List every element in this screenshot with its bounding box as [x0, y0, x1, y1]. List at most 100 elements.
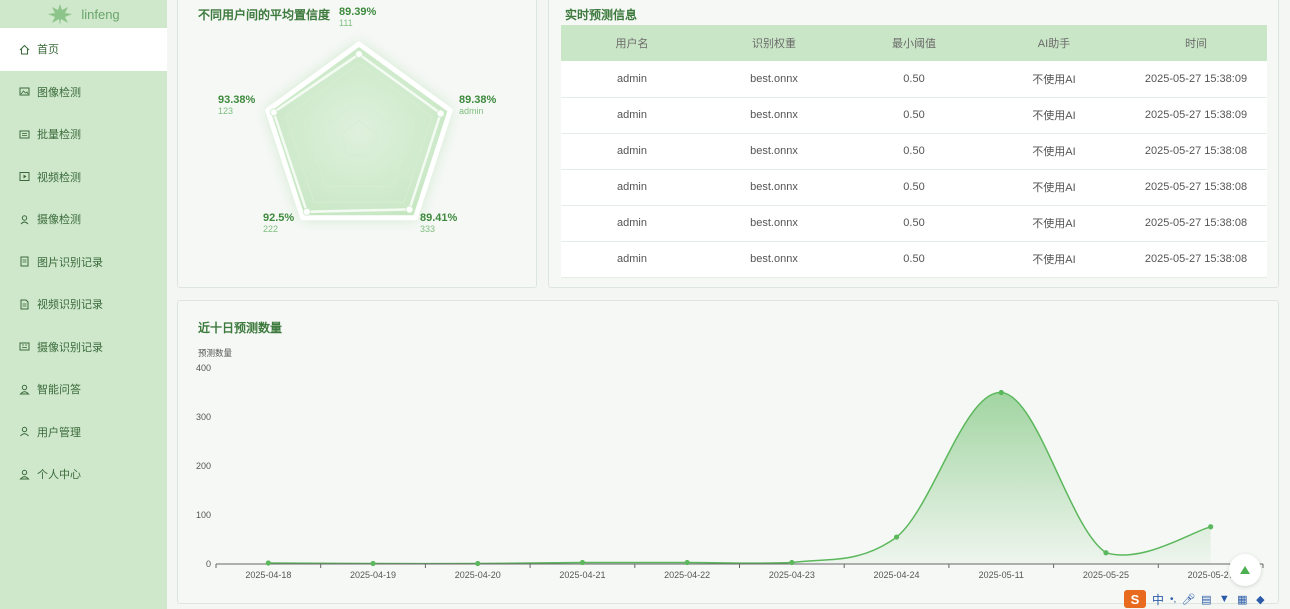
table-cell: best.onnx: [703, 241, 845, 278]
sidebar-item-label: 用户管理: [37, 426, 81, 439]
realtime-prediction-panel: 实时预测信息 用户名 识别权重 最小阈值 AI助手 时间 admin best.onnx 0…: [548, 0, 1279, 288]
x-tick-label: 2025-04-18: [245, 570, 291, 580]
table-cell: 不使用AI: [983, 61, 1125, 98]
column-header: 最小阈值: [845, 25, 983, 61]
x-tick-label: 2025-04-24: [874, 570, 920, 580]
radar-user: 123: [218, 105, 234, 116]
skin-icon[interactable]: ▼: [1218, 593, 1230, 605]
radar-label: 89.38% admin: [459, 94, 497, 116]
table-row: admin best.onnx 0.50 不使用AI 2025-05-27 15:38:…: [561, 133, 1267, 170]
logo: linfeng: [0, 0, 167, 28]
data-point[interactable]: [684, 559, 690, 566]
radar-user: admin: [459, 105, 484, 116]
data-point[interactable]: [893, 534, 900, 540]
sogou-ime-icon[interactable]: S: [1124, 590, 1146, 608]
ime-language-toggle[interactable]: 中: [1152, 592, 1165, 607]
y-tick-label: 200: [196, 461, 211, 471]
radar-grid-ring: [340, 120, 378, 156]
table-cell: 0.50: [845, 61, 983, 98]
table-cell: best.onnx: [703, 61, 845, 98]
settings-icon[interactable]: ◆: [1256, 593, 1265, 606]
data-point[interactable]: [1208, 524, 1214, 530]
radar-chart: [265, 41, 453, 221]
radar-label: 92.5% 222: [263, 212, 294, 234]
profile-icon: [19, 469, 30, 480]
table-cell: 2025-05-27 15:38:08: [1125, 133, 1267, 170]
sidebar-item-label: 批量检测: [37, 129, 81, 142]
data-point[interactable]: [1103, 550, 1109, 556]
column-header: 用户名: [561, 25, 703, 61]
table-cell: admin: [561, 133, 703, 170]
table-header-row: 用户名 识别权重 最小阈值 AI助手 时间: [561, 25, 1267, 61]
radar-point[interactable]: [302, 207, 311, 216]
sidebar-item-batch[interactable]: 批量检测: [0, 113, 167, 156]
data-point[interactable]: [998, 389, 1004, 396]
x-tick-label: 2025-04-21: [559, 570, 605, 580]
sidebar-item-chat[interactable]: 智能问答: [0, 368, 167, 411]
table-row: admin best.onnx 0.50 不使用AI 2025-05-27 15:38:…: [561, 241, 1267, 278]
table-cell: 2025-05-27 15:38:08: [1125, 241, 1267, 278]
radar-point[interactable]: [405, 205, 414, 214]
table-cell: admin: [561, 97, 703, 134]
microphone-icon[interactable]: 🎤︎: [1181, 593, 1196, 606]
radar-percent: 89.38%: [459, 94, 497, 106]
sidebar-item-camera-record[interactable]: 摄像识别记录: [0, 326, 167, 369]
data-point[interactable]: [789, 559, 795, 566]
data-point[interactable]: [370, 560, 376, 567]
radar-point[interactable]: [269, 108, 278, 117]
column-header: AI助手: [983, 25, 1125, 61]
table-cell: 2025-05-27 15:38:08: [1125, 169, 1267, 206]
keyboard-icon[interactable]: ▤: [1201, 593, 1212, 606]
sidebar-item-image-record[interactable]: 图片识别记录: [0, 241, 167, 284]
radar-label: 89.39% 111: [339, 6, 376, 28]
radar-point[interactable]: [355, 50, 363, 59]
table-cell: 0.50: [845, 241, 983, 278]
leaf-logo-icon: [48, 4, 73, 25]
data-point[interactable]: [265, 560, 271, 566]
sidebar-item-camera[interactable]: 摄像检测: [0, 198, 167, 241]
arrow-up-icon: [1240, 566, 1250, 574]
y-tick-label: 300: [196, 412, 211, 422]
radar-point[interactable]: [436, 109, 445, 118]
sidebar-item-profile[interactable]: 个人中心: [0, 453, 167, 496]
prediction-count-chart: 预测数量 0 100 200 300 400 2025-04-18 2025-04-19 202…: [196, 348, 1264, 580]
x-tick-label: 2025-04-22: [664, 570, 710, 580]
sidebar-item-label: 视频检测: [37, 171, 81, 184]
sidebar-item-video[interactable]: 视频检测: [0, 156, 167, 199]
sidebar-item-label: 视频识别记录: [37, 299, 103, 312]
image-record-icon: [19, 256, 30, 267]
confidence-radar-panel: 不同用户间的平均置信度 89.39% 111 89.38% admin 89.41% 33…: [177, 0, 537, 288]
brand-name: linfeng: [81, 6, 120, 22]
table-cell: best.onnx: [703, 205, 845, 242]
camera-icon: [19, 214, 30, 225]
table-cell: 不使用AI: [983, 241, 1125, 278]
table-cell: 不使用AI: [983, 169, 1125, 206]
sidebar-item-image[interactable]: 图像检测: [0, 71, 167, 114]
prediction-table: 用户名 识别权重 最小阈值 AI助手 时间 admin best.onnx 0.50 不使用A…: [561, 25, 1267, 278]
radar-grid-ring: [285, 62, 433, 203]
sidebar: linfeng 首页 图像检测批量检测视频检测摄像检测 图片识别记录视频识别记录摄像…: [0, 0, 167, 609]
toolbox-icon[interactable]: ▦: [1237, 593, 1248, 606]
table-cell: admin: [561, 61, 703, 98]
column-header: 时间: [1125, 25, 1267, 61]
table-cell: 2025-05-27 15:38:08: [1125, 205, 1267, 242]
table-row: admin best.onnx 0.50 不使用AI 2025-05-27 15:38:…: [561, 205, 1267, 242]
scroll-to-top-button[interactable]: [1229, 554, 1261, 586]
y-tick-label: 400: [196, 363, 211, 373]
table-cell: admin: [561, 169, 703, 206]
radar-grid-ring: [303, 81, 415, 188]
table-cell: 0.50: [845, 205, 983, 242]
sidebar-item-user-manage[interactable]: 用户管理: [0, 411, 167, 454]
sidebar-item-video-record[interactable]: 视频识别记录: [0, 283, 167, 326]
data-point[interactable]: [475, 560, 481, 567]
column-header: 识别权重: [703, 25, 845, 61]
radar-grid-ring: [321, 100, 397, 172]
table-cell: 不使用AI: [983, 205, 1125, 242]
radar-data-area: [272, 52, 443, 214]
data-point[interactable]: [579, 559, 586, 566]
sidebar-item-home[interactable]: 首页: [0, 28, 167, 71]
x-tick-label: 2025-04-23: [769, 570, 815, 580]
ime-punctuation-toggle[interactable]: •,: [1170, 593, 1177, 605]
table-cell: 0.50: [845, 169, 983, 206]
video-icon: [19, 171, 30, 182]
